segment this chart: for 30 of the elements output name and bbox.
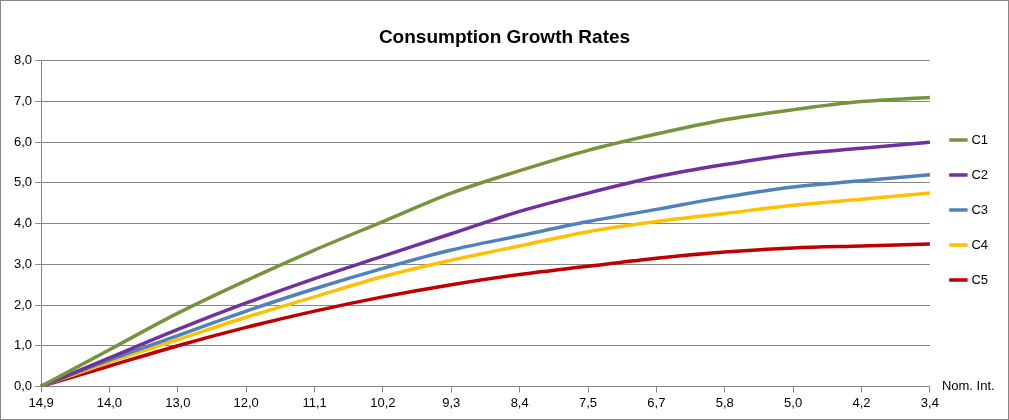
y-tick-label: 3,0 xyxy=(13,255,33,271)
y-tick-label: 2,0 xyxy=(13,296,33,312)
x-tick-label: 6,7 xyxy=(647,394,666,410)
x-axis-title: Nom. Int. xyxy=(941,377,995,393)
x-tick-label: 9,3 xyxy=(442,394,461,410)
legend-label: C2 xyxy=(971,166,989,182)
chart-title: Consumption Growth Rates xyxy=(378,25,631,47)
y-tick-label: 6,0 xyxy=(13,133,33,149)
x-tick-label: 13,0 xyxy=(165,394,191,410)
y-tick-label: 1,0 xyxy=(13,337,33,353)
x-tick-label: 14,0 xyxy=(96,394,123,410)
y-tick-label: 8,0 xyxy=(13,52,33,68)
x-tick-label: 10,2 xyxy=(370,394,396,410)
x-tick-label: 4,2 xyxy=(852,394,871,410)
legend-label: C1 xyxy=(971,131,989,147)
legend-label: C4 xyxy=(971,236,989,252)
x-tick-label: 3,4 xyxy=(920,394,939,410)
y-tick-label: 0,0 xyxy=(13,377,33,393)
y-tick-label: 4,0 xyxy=(13,215,33,231)
y-tick-label: 7,0 xyxy=(13,93,33,109)
y-tick-label: 5,0 xyxy=(13,174,33,190)
x-tick-label: 11,1 xyxy=(302,394,327,410)
x-tick-label: 5,0 xyxy=(784,394,803,410)
x-tick-label: 7,5 xyxy=(578,394,598,410)
legend-label: C5 xyxy=(971,271,989,287)
legend-label: C3 xyxy=(971,201,989,217)
x-tick-label: 5,8 xyxy=(715,394,734,410)
x-tick-label: 8,4 xyxy=(510,394,529,410)
x-tick-label: 12,0 xyxy=(233,394,259,410)
x-tick-label: 14,9 xyxy=(28,394,54,410)
